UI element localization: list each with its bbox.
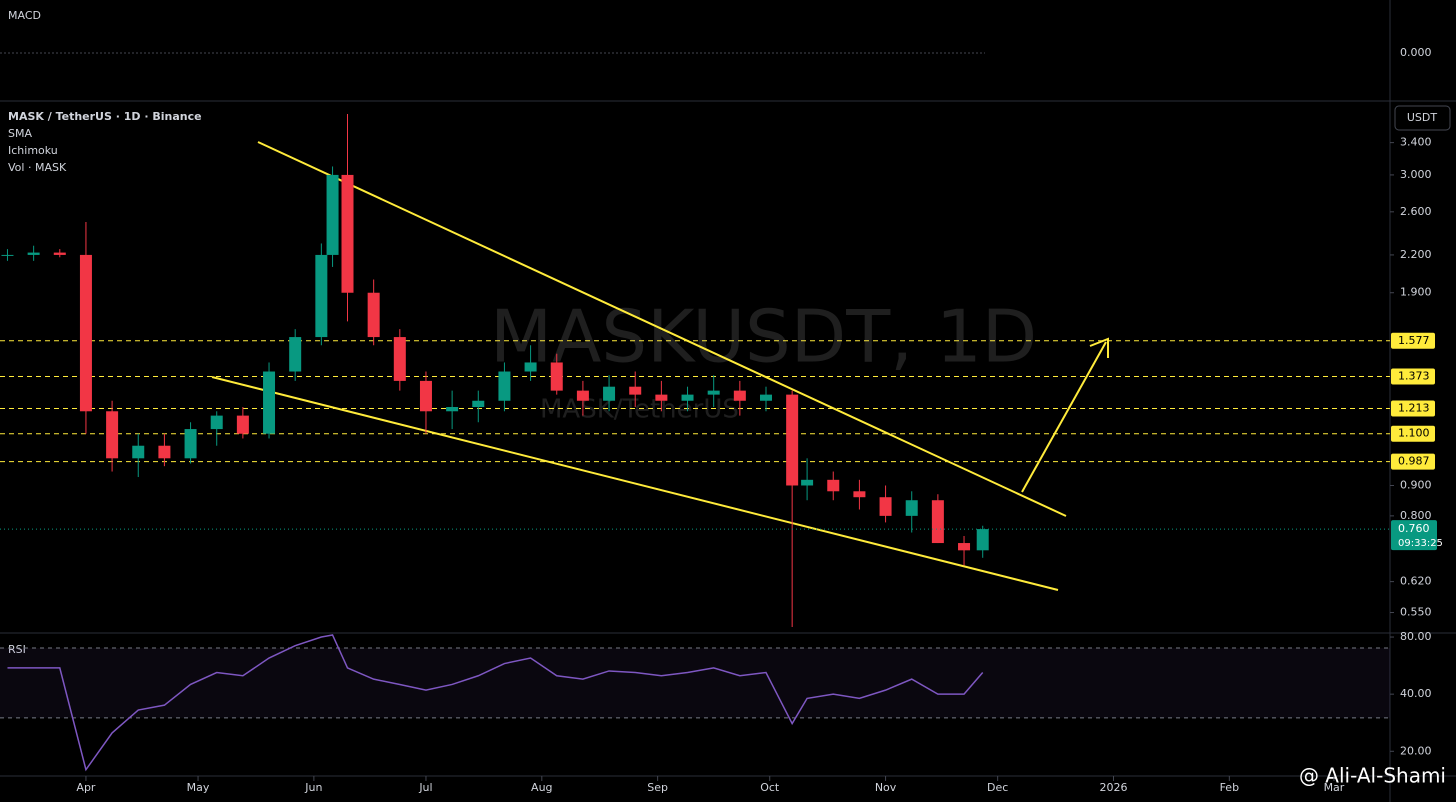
macd-title: MACD xyxy=(8,9,41,22)
trend-line xyxy=(257,141,1067,517)
arrow-line xyxy=(1021,341,1107,493)
indicator-label: Ichimoku xyxy=(8,144,58,157)
x-tick-label: Dec xyxy=(987,781,1008,794)
rsi-title: RSI xyxy=(8,643,26,656)
y-tick-label: 1.900 xyxy=(1400,286,1432,299)
rsi-tick-label: 80.00 xyxy=(1400,630,1432,643)
countdown: 09:33:25 xyxy=(1398,538,1443,549)
level-label-box xyxy=(1391,400,1435,417)
candle-body xyxy=(158,445,171,459)
candle-body xyxy=(786,394,799,486)
candle-body xyxy=(393,337,406,381)
candle-body xyxy=(759,394,772,401)
level-label: 1.100 xyxy=(1398,427,1430,440)
y-tick-label: 2.200 xyxy=(1400,248,1432,261)
trend-lines xyxy=(211,141,1109,591)
candle-body xyxy=(576,390,589,401)
candle-body xyxy=(79,254,92,412)
candle-body xyxy=(879,497,892,516)
watermark-sub: MASK/TetherUS xyxy=(540,395,739,425)
candle-body xyxy=(976,529,989,551)
arrow-head xyxy=(1089,337,1109,358)
indicator-label: SMA xyxy=(8,127,32,140)
candle-body xyxy=(707,390,720,395)
candle-body xyxy=(341,174,354,293)
x-tick-label: Sep xyxy=(647,781,668,794)
candle-body xyxy=(446,407,459,412)
candle-body xyxy=(827,479,840,492)
candle-body xyxy=(629,386,642,395)
x-tick-label: Mar xyxy=(1324,781,1345,794)
y-tick-label: 0.620 xyxy=(1400,575,1432,588)
x-tick-label: Jun xyxy=(304,781,322,794)
candle-body xyxy=(132,445,145,459)
candle-body xyxy=(315,254,328,338)
x-tick-label: Feb xyxy=(1220,781,1239,794)
candle-body xyxy=(184,429,197,459)
x-tick-label: Oct xyxy=(760,781,780,794)
rsi-line xyxy=(7,634,984,772)
candle-body xyxy=(801,479,814,486)
level-label: 1.213 xyxy=(1398,401,1430,414)
chart-title: MASK / TetherUS · 1D · Binance xyxy=(8,110,202,123)
rsi-tick-label: 20.00 xyxy=(1400,744,1432,757)
candles xyxy=(1,113,989,627)
candle-body xyxy=(1,254,14,256)
level-label: 1.577 xyxy=(1398,334,1430,347)
candle-body xyxy=(53,252,66,255)
candle-body xyxy=(681,394,694,401)
macd-tick-label: 0.000 xyxy=(1400,46,1432,59)
level-label-box xyxy=(1391,425,1435,442)
x-tick-label: Apr xyxy=(76,781,96,794)
candle-body xyxy=(263,371,276,434)
x-tick-label: Aug xyxy=(531,781,552,794)
x-tick-label: Nov xyxy=(875,781,897,794)
level-label: 1.373 xyxy=(1398,370,1430,383)
y-tick-label: 0.550 xyxy=(1400,606,1432,619)
candle-body xyxy=(550,362,563,391)
y-tick-label: 0.900 xyxy=(1400,478,1432,491)
candle-body xyxy=(603,386,616,401)
level-label-box xyxy=(1391,368,1435,385)
candle-body xyxy=(106,411,119,459)
candle-body xyxy=(367,292,380,338)
candle-body xyxy=(524,362,537,372)
y-tick-label: 3.000 xyxy=(1400,168,1432,181)
candle-body xyxy=(289,337,302,372)
currency-button[interactable] xyxy=(1394,105,1451,131)
level-label: 0.987 xyxy=(1398,455,1430,468)
candle-body xyxy=(326,174,339,255)
candle-body xyxy=(853,491,866,498)
candle-body xyxy=(210,415,223,430)
level-label-box xyxy=(1391,332,1435,349)
credit: @ Ali-Al-Shami xyxy=(1299,764,1446,788)
candle-body xyxy=(931,500,944,544)
candle-body xyxy=(27,252,40,255)
candle-body xyxy=(419,380,432,412)
x-tick-label: 2026 xyxy=(1099,781,1127,794)
x-tick-label: Jul xyxy=(418,781,432,794)
y-tick-label: 0.800 xyxy=(1400,509,1432,522)
candle-body xyxy=(472,400,485,408)
candle-body xyxy=(905,500,918,516)
rsi-tick-label: 40.00 xyxy=(1400,687,1432,700)
y-tick-label: 3.400 xyxy=(1400,136,1432,149)
indicator-label: Vol · MASK xyxy=(8,161,67,174)
y-tick-label: 2.600 xyxy=(1400,205,1432,218)
candle-body xyxy=(236,415,249,434)
candle-body xyxy=(655,394,668,401)
last-price-box xyxy=(1391,520,1437,551)
x-tick-label: May xyxy=(187,781,210,794)
candle-body xyxy=(498,371,511,401)
watermark: MASKUSDT, 1D xyxy=(490,295,1037,379)
candle-body xyxy=(733,390,746,401)
trend-line xyxy=(211,376,1059,591)
level-label-box xyxy=(1391,453,1435,470)
candle-body xyxy=(958,543,971,551)
rsi-band xyxy=(0,648,1390,718)
currency-label[interactable]: USDT xyxy=(1407,111,1438,124)
last-price-label: 0.760 xyxy=(1398,522,1430,535)
